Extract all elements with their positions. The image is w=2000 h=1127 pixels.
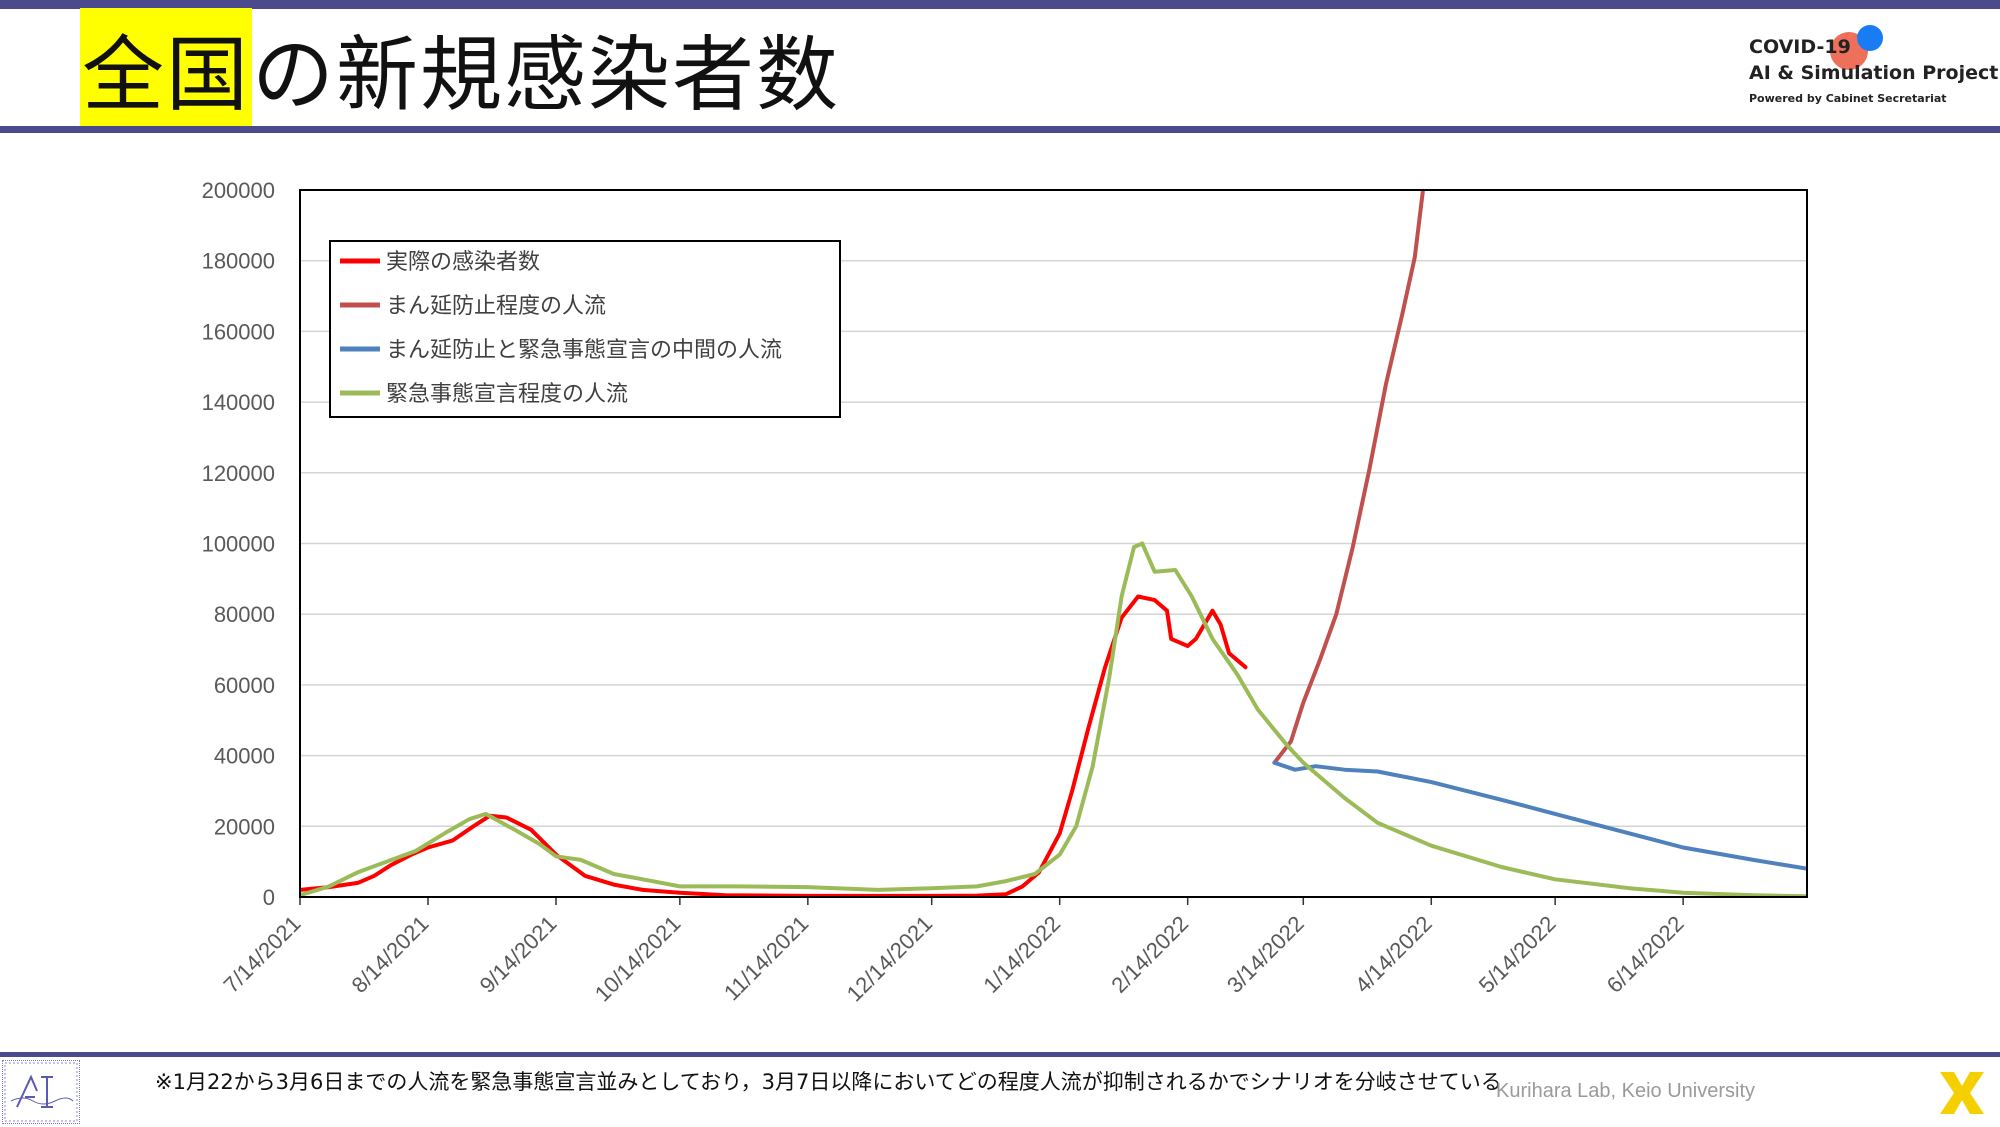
- y-tick-label: 160000: [202, 319, 275, 344]
- ai-lab-logo-icon: [4, 1062, 78, 1122]
- x-tick-label: 7/14/2021: [219, 911, 306, 998]
- y-tick-label: 120000: [202, 461, 275, 486]
- infection-line-chart: 0 20000 40000 60000 80000 100000 120000 140000 1…: [202, 178, 1808, 1007]
- legend-label: まん延防止程度の人流: [386, 294, 606, 319]
- y-tick-label: 180000: [202, 249, 275, 274]
- ai-lab-logo: [2, 1060, 80, 1124]
- x-tick-label: 12/14/2021: [842, 911, 938, 1007]
- keio-x-logo: [1934, 1068, 1990, 1118]
- credit-text: Kurihara Lab, Keio University: [1496, 1080, 1756, 1102]
- series-line-2: [1272, 190, 1425, 765]
- logo-line-1: COVID-19: [1749, 36, 1851, 58]
- y-tick-label: 40000: [214, 744, 275, 769]
- x-tick-label: 11/14/2021: [719, 911, 813, 1005]
- footnote: ※1月22から3月6日までの人流を緊急事態宣言並みとしており，3月7日以降におい…: [155, 1070, 1502, 1094]
- y-tick-label: 100000: [202, 532, 275, 557]
- plot-frame: [299, 189, 1808, 898]
- legend-box: [329, 240, 841, 418]
- y-tick-label: 140000: [202, 390, 275, 415]
- x-tick-label: 4/14/2022: [1350, 911, 1437, 998]
- series-line-3: [1272, 760, 1807, 871]
- x-tick-label: 1/14/2022: [978, 911, 1065, 998]
- footer-divider: [0, 1052, 2000, 1057]
- x-tick-label: 3/14/2022: [1222, 911, 1309, 998]
- x-tick-label: 9/14/2021: [475, 911, 562, 998]
- header-divider: [0, 126, 2000, 133]
- page-title: 全国 の新規感染者数: [80, 7, 840, 127]
- y-tick-label: 20000: [214, 814, 275, 839]
- y-tick-label: 80000: [214, 602, 275, 627]
- y-tick-label: 200000: [202, 178, 275, 203]
- series-line-1: [300, 594, 1248, 897]
- title-rest: の新規感染者数: [252, 27, 841, 123]
- logo-line-2: AI & Simulation Project: [1749, 62, 1999, 84]
- x-tick-label: 5/14/2022: [1474, 911, 1561, 998]
- x-tick-label: 10/14/2021: [590, 911, 686, 1007]
- legend-label: 実際の感染者数: [386, 250, 540, 275]
- top-accent-bar: [0, 0, 2000, 9]
- project-logo: COVID-19 AI & Simulation Project Powered…: [1745, 25, 1998, 118]
- legend-label: まん延防止と緊急事態宣言の中間の人流: [386, 338, 782, 363]
- y-tick-label: 0: [263, 885, 275, 910]
- title-highlight: 全国: [80, 7, 253, 127]
- logo-blue-dot-icon: [1857, 25, 1883, 51]
- x-tick-label: 6/14/2022: [1602, 911, 1689, 998]
- logo-line-3: Powered by Cabinet Secretariat: [1749, 92, 1947, 105]
- y-tick-label: 60000: [214, 673, 275, 698]
- series-line-4: [300, 541, 1807, 897]
- yellow-x-icon: [1940, 1072, 1984, 1114]
- legend-label: 緊急事態宣言程度の人流: [386, 382, 628, 407]
- x-tick-label: 2/14/2022: [1106, 911, 1193, 998]
- x-tick-label: 8/14/2021: [347, 911, 434, 998]
